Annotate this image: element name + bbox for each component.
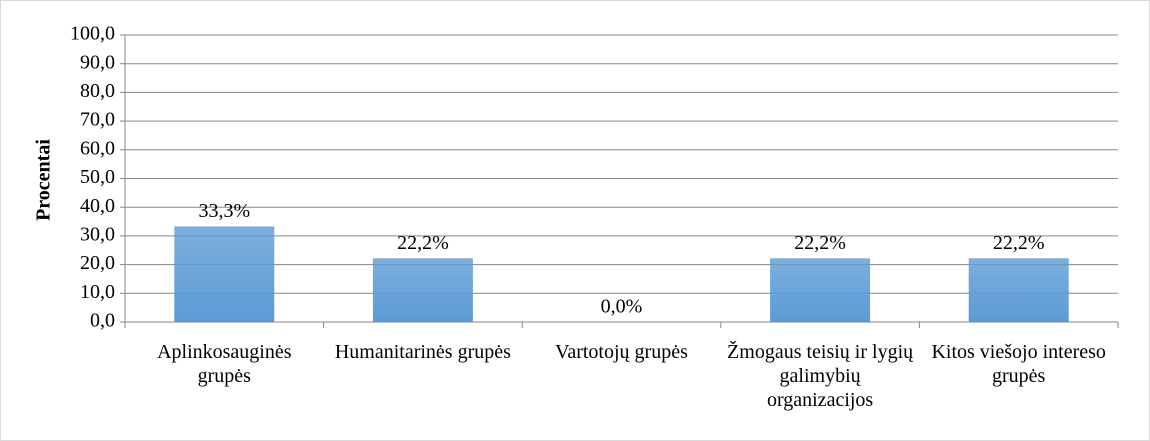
- y-tick-label: 60,0: [80, 137, 115, 159]
- y-tick-label: 20,0: [80, 252, 115, 274]
- y-tick-label: 100,0: [70, 23, 115, 45]
- x-tick-label: Humanitarinės grupės: [334, 341, 511, 363]
- bar: [968, 258, 1069, 322]
- y-axis-title: Procentai: [33, 139, 55, 221]
- y-tick-label: 90,0: [80, 51, 115, 73]
- data-label: 22,2%: [993, 232, 1045, 254]
- bar: [372, 258, 473, 322]
- x-tick-label: Kitos viešojo intereso grupės: [931, 341, 1106, 387]
- data-label: 33,3%: [198, 200, 250, 222]
- data-label: 22,2%: [397, 232, 449, 254]
- y-tick-label: 80,0: [80, 80, 115, 102]
- y-tick-label: 30,0: [80, 223, 115, 245]
- bar: [174, 226, 275, 322]
- y-tick-label: 50,0: [80, 166, 115, 188]
- data-label: 22,2%: [794, 232, 846, 254]
- y-tick-label: 70,0: [80, 109, 115, 131]
- data-label: 0,0%: [601, 296, 643, 318]
- bar: [770, 258, 871, 322]
- x-tick-label: Žmogaus teisių ir lygių galimybių organi…: [727, 341, 914, 411]
- y-tick-label: 40,0: [80, 195, 115, 217]
- x-tick-label: Aplinkosauginės grupės: [157, 341, 292, 387]
- x-tick-label: Vartotojų grupės: [555, 341, 688, 363]
- y-tick-label: 0,0: [90, 310, 115, 332]
- y-tick-label: 10,0: [80, 281, 115, 303]
